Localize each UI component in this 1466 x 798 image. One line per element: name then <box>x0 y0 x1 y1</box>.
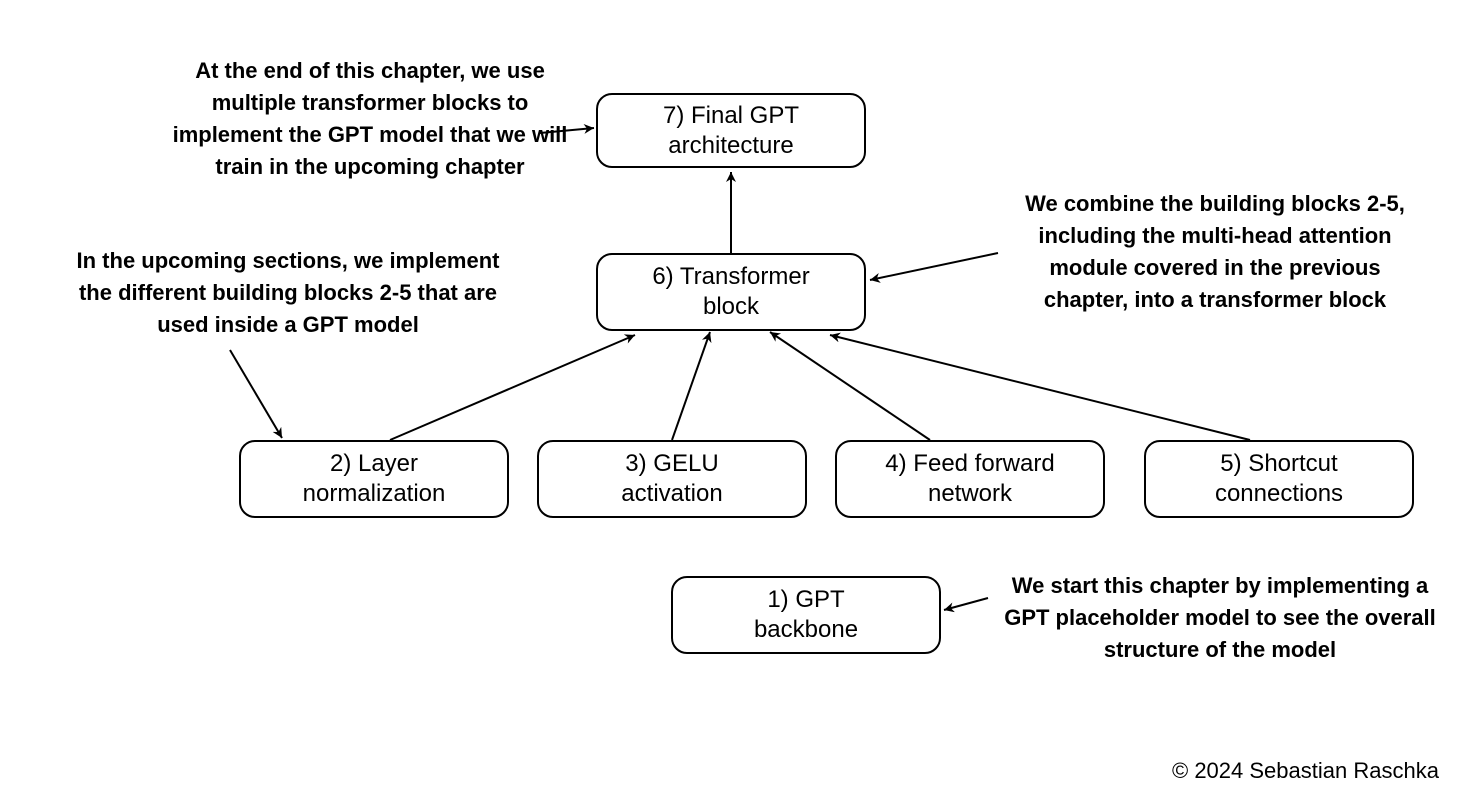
node-layer-norm: 2) Layernormalization <box>239 440 509 518</box>
copyright-text: © 2024 Sebastian Raschka <box>1172 758 1439 784</box>
annotation-right: We combine the building blocks 2-5,inclu… <box>1000 188 1430 316</box>
node-ffn: 4) Feed forwardnetwork <box>835 440 1105 518</box>
annotation-mid-left: In the upcoming sections, we implementth… <box>58 245 518 341</box>
node-shortcut: 5) Shortcutconnections <box>1144 440 1414 518</box>
annotation-bottom-right: We start this chapter by implementing aG… <box>990 570 1450 666</box>
node-gpt-backbone: 1) GPTbackbone <box>671 576 941 654</box>
node-gelu: 3) GELUactivation <box>537 440 807 518</box>
node-transformer-block: 6) Transformerblock <box>596 253 866 331</box>
diagram-canvas: At the end of this chapter, we usemultip… <box>0 0 1466 798</box>
annotation-top-left: At the end of this chapter, we usemultip… <box>155 55 585 183</box>
node-final-gpt: 7) Final GPTarchitecture <box>596 93 866 168</box>
